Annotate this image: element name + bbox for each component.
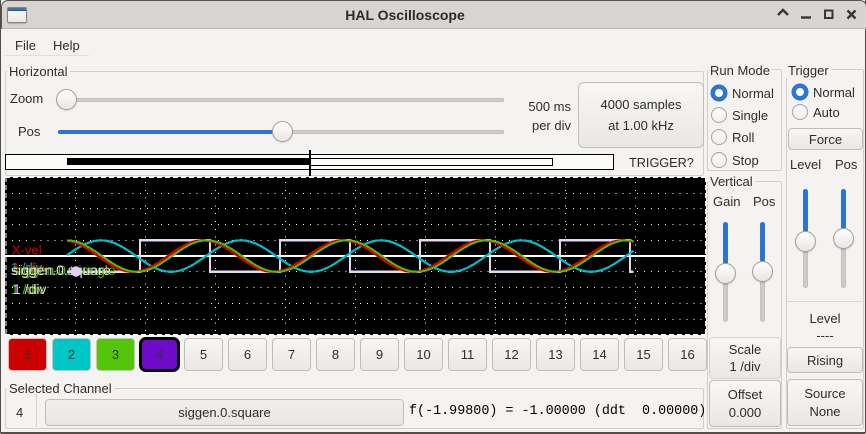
svg-text:siggen.0.triangle: siggen.0.triangle [13,262,116,278]
svg-text:siggen.0.square: siggen.0.square [11,262,111,278]
svg-text:1 /div: 1 /div [13,281,46,297]
svg-text:1 /div: 1 /div [11,260,43,275]
svg-text:1 /div: 1 /div [11,281,44,297]
svg-text:1 /div: 1 /div [13,261,45,276]
svg-text:X-vel: X-vel [12,242,42,257]
